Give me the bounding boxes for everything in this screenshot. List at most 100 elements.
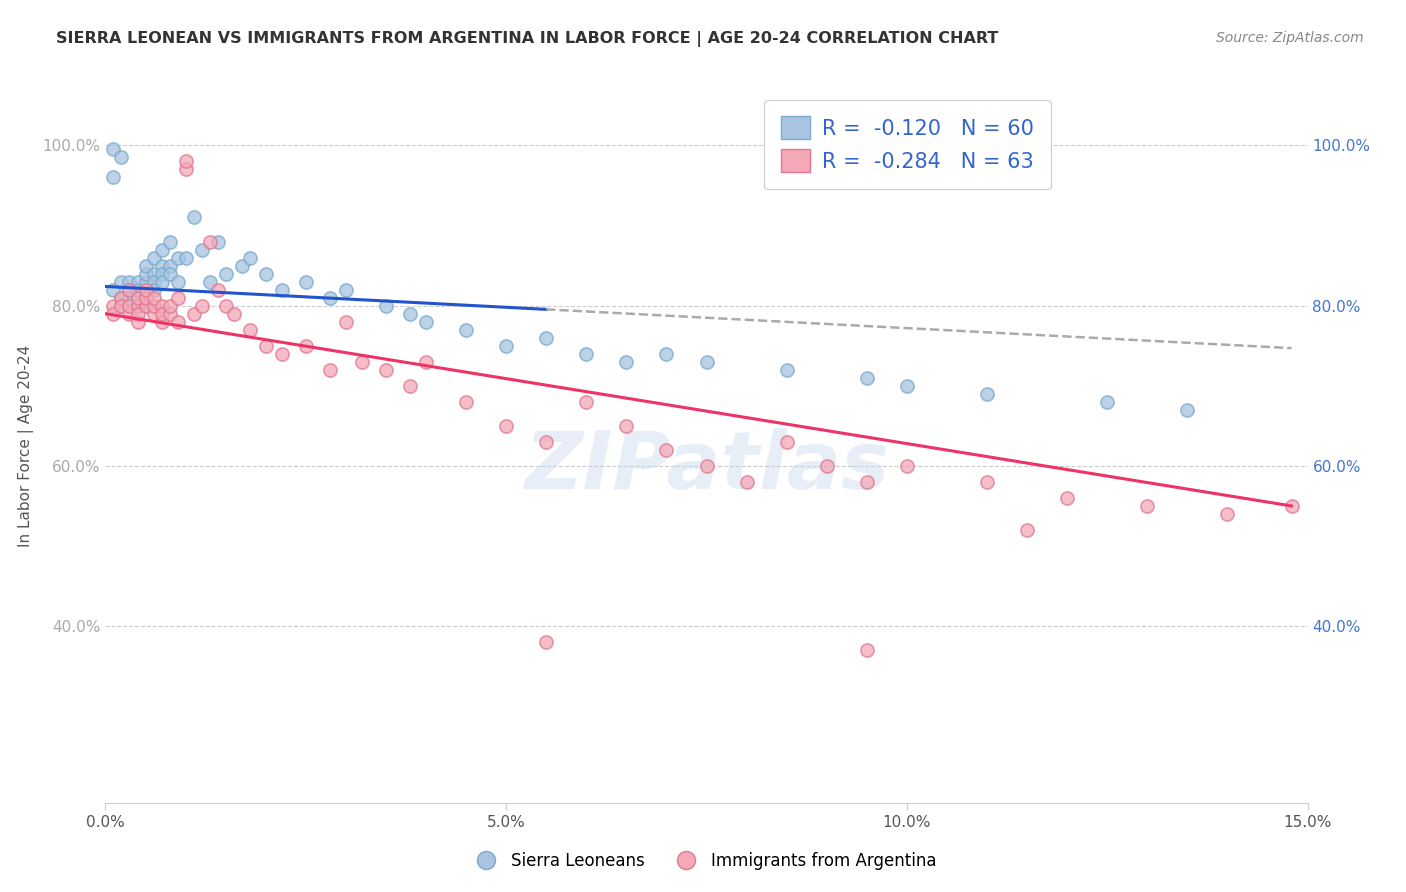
- Point: [183, 211, 205, 225]
- Point: [150, 259, 173, 273]
- Text: SIERRA LEONEAN VS IMMIGRANTS FROM ARGENTINA IN LABOR FORCE | AGE 20-24 CORRELATI: SIERRA LEONEAN VS IMMIGRANTS FROM ARGENT…: [56, 31, 998, 47]
- Point: [159, 267, 181, 281]
- Point: [254, 339, 277, 353]
- Point: [776, 435, 799, 450]
- Point: [174, 154, 197, 169]
- Point: [127, 307, 149, 321]
- Point: [207, 235, 229, 249]
- Point: [350, 355, 373, 369]
- Point: [207, 283, 229, 297]
- Point: [110, 275, 132, 289]
- Point: [103, 283, 125, 297]
- Point: [454, 395, 477, 409]
- Point: [135, 299, 157, 313]
- Point: [135, 299, 157, 313]
- Point: [142, 291, 165, 305]
- Point: [118, 307, 141, 321]
- Point: [776, 363, 799, 377]
- Point: [239, 251, 262, 265]
- Point: [1281, 499, 1303, 513]
- Point: [127, 283, 149, 297]
- Point: [270, 283, 292, 297]
- Point: [1136, 499, 1159, 513]
- Point: [896, 458, 918, 473]
- Point: [166, 251, 188, 265]
- Point: [142, 267, 165, 281]
- Point: [575, 395, 598, 409]
- Point: [174, 251, 197, 265]
- Point: [166, 291, 188, 305]
- Point: [335, 283, 357, 297]
- Point: [150, 275, 173, 289]
- Point: [735, 475, 758, 489]
- Point: [855, 475, 877, 489]
- Point: [399, 379, 422, 393]
- Point: [655, 347, 678, 361]
- Point: [534, 331, 557, 345]
- Point: [896, 379, 918, 393]
- Point: [103, 170, 125, 185]
- Text: ZIPatlas: ZIPatlas: [524, 428, 889, 507]
- Point: [374, 299, 398, 313]
- Point: [855, 643, 877, 657]
- Point: [616, 419, 638, 434]
- Point: [319, 291, 342, 305]
- Point: [1216, 507, 1239, 521]
- Legend: R =  -0.120   N = 60, R =  -0.284   N = 63: R = -0.120 N = 60, R = -0.284 N = 63: [763, 100, 1050, 189]
- Point: [198, 275, 221, 289]
- Point: [103, 307, 125, 321]
- Point: [127, 315, 149, 329]
- Point: [696, 355, 718, 369]
- Point: [415, 355, 437, 369]
- Point: [1017, 523, 1039, 537]
- Point: [150, 243, 173, 257]
- Point: [495, 419, 517, 434]
- Point: [110, 291, 132, 305]
- Point: [415, 315, 437, 329]
- Point: [214, 299, 236, 313]
- Point: [575, 347, 598, 361]
- Point: [231, 259, 253, 273]
- Point: [222, 307, 245, 321]
- Point: [1056, 491, 1078, 505]
- Point: [295, 339, 318, 353]
- Point: [1097, 395, 1119, 409]
- Point: [142, 299, 165, 313]
- Point: [374, 363, 398, 377]
- Point: [118, 275, 141, 289]
- Point: [150, 307, 173, 321]
- Point: [270, 347, 292, 361]
- Point: [855, 371, 877, 385]
- Point: [183, 307, 205, 321]
- Point: [150, 299, 173, 313]
- Point: [127, 291, 149, 305]
- Point: [976, 475, 998, 489]
- Point: [103, 299, 125, 313]
- Point: [190, 299, 212, 313]
- Point: [110, 291, 132, 305]
- Point: [166, 315, 188, 329]
- Point: [534, 435, 557, 450]
- Point: [118, 291, 141, 305]
- Text: Source: ZipAtlas.com: Source: ZipAtlas.com: [1216, 31, 1364, 45]
- Point: [110, 299, 132, 313]
- Point: [254, 267, 277, 281]
- Point: [159, 235, 181, 249]
- Point: [295, 275, 318, 289]
- Point: [127, 275, 149, 289]
- Point: [127, 299, 149, 313]
- Point: [118, 283, 141, 297]
- Point: [190, 243, 212, 257]
- Point: [150, 315, 173, 329]
- Point: [159, 259, 181, 273]
- Point: [319, 363, 342, 377]
- Point: [655, 442, 678, 457]
- Point: [815, 458, 838, 473]
- Point: [142, 307, 165, 321]
- Point: [127, 299, 149, 313]
- Point: [159, 307, 181, 321]
- Point: [174, 162, 197, 177]
- Point: [110, 150, 132, 164]
- Point: [198, 235, 221, 249]
- Point: [696, 458, 718, 473]
